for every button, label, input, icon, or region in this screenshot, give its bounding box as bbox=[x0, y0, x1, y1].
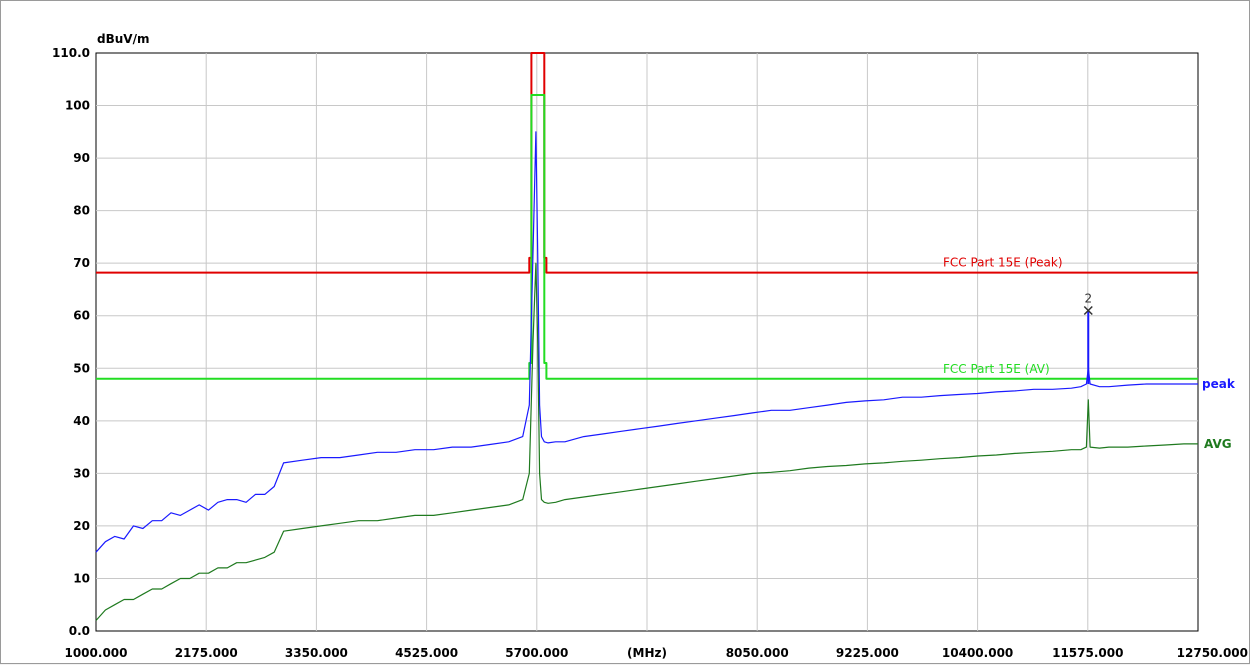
x-tick-label: 1000.000 bbox=[64, 646, 127, 660]
y-tick-label: 20 bbox=[73, 519, 90, 533]
avg-trace-label: AVG bbox=[1204, 437, 1232, 451]
peak-trace bbox=[95, 131, 1198, 553]
x-axis-labels: 1000.000 2175.000 3350.000 4525.000 5700.000… bbox=[64, 646, 1248, 660]
y-tick-label: 80 bbox=[73, 204, 90, 218]
y-tick-label: 40 bbox=[73, 414, 90, 428]
x-tick-label: 2175.000 bbox=[175, 646, 238, 660]
x-tick-label: (MHz) bbox=[627, 646, 667, 660]
grid bbox=[96, 53, 1198, 631]
x-tick-label: 3350.000 bbox=[285, 646, 348, 660]
x-tick-label: 4525.000 bbox=[395, 646, 458, 660]
x-tick-label: 5700.000 bbox=[505, 646, 568, 660]
limit-avg-label: FCC Part 15E (AV) bbox=[943, 362, 1050, 376]
y-tick-label: 100 bbox=[65, 99, 90, 113]
marker-layer: 2 bbox=[1083, 291, 1093, 385]
x-tick-label: 9225.000 bbox=[836, 646, 899, 660]
y-tick-label: 0.0 bbox=[69, 624, 90, 638]
y-tick-label: 70 bbox=[73, 256, 90, 270]
x-tick-label: 10400.000 bbox=[942, 646, 1013, 660]
avg-trace bbox=[95, 262, 1198, 621]
peak-trace-label: peak bbox=[1202, 377, 1236, 391]
y-axis-labels: 0.0 10 20 30 40 50 60 70 80 90 100 110.0 bbox=[52, 46, 90, 638]
y-tick-label: 60 bbox=[73, 309, 90, 323]
series-layer bbox=[95, 52, 1198, 621]
marker-label: 2 bbox=[1084, 291, 1092, 305]
limit-peak-label: FCC Part 15E (Peak) bbox=[943, 256, 1063, 270]
y-tick-label: 90 bbox=[73, 151, 90, 165]
x-tick-label: 8050.000 bbox=[726, 646, 789, 660]
limit-line-avg bbox=[96, 94, 1198, 380]
y-tick-label: 30 bbox=[73, 466, 90, 480]
y-tick-label: 110.0 bbox=[52, 46, 90, 60]
limit-line-peak bbox=[96, 52, 1198, 274]
y-axis-unit: dBuV/m bbox=[97, 32, 149, 46]
marker-cross-icon bbox=[1083, 305, 1093, 316]
y-tick-label: 10 bbox=[73, 571, 90, 585]
y-tick-label: 50 bbox=[73, 361, 90, 375]
x-tick-label: 11575.000 bbox=[1052, 646, 1123, 660]
x-tick-label: 12750.000 bbox=[1177, 646, 1248, 660]
